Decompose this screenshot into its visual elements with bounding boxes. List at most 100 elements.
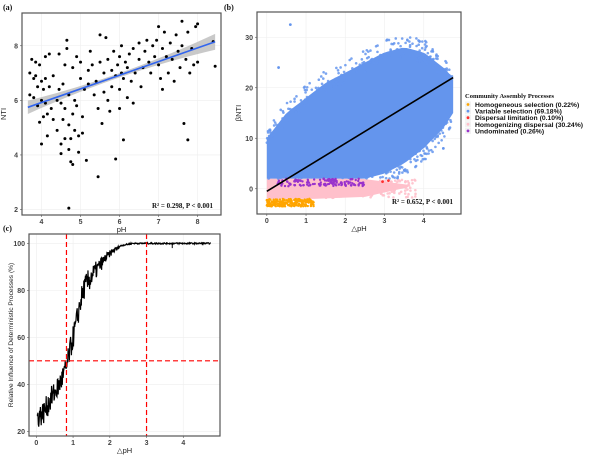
homogenizing-dispersal-point — [414, 188, 417, 192]
variable-selection-point — [288, 23, 292, 27]
data-point — [182, 122, 186, 126]
homogenizing-dispersal-point — [370, 194, 373, 197]
data-point — [162, 30, 166, 34]
variable-selection-point — [397, 170, 401, 174]
variable-selection-point — [436, 57, 439, 61]
dispersal-limitation-point — [387, 179, 390, 183]
variable-selection-point — [355, 71, 359, 74]
data-point — [38, 120, 42, 124]
variable-selection-point — [334, 77, 337, 81]
data-point — [28, 93, 32, 97]
y-tick-label: 40 — [17, 382, 25, 389]
data-point — [51, 74, 55, 78]
data-point — [118, 55, 122, 59]
data-point — [96, 175, 100, 179]
data-point — [57, 52, 61, 56]
homogenizing-dispersal-point — [411, 181, 414, 185]
variable-selection-point — [326, 79, 330, 83]
homogenizing-dispersal-point — [369, 187, 372, 191]
plot-background — [29, 234, 220, 436]
panel-a: R² = 0.298, P < 0.001 4 5 6 7 8 2 4 6 8 pH NTI (a) — [0, 3, 222, 234]
x-axis-title: △pH — [351, 224, 366, 233]
data-point — [71, 112, 75, 116]
data-point — [36, 85, 40, 89]
variable-selection-point — [418, 49, 421, 52]
homogeneous-selection-point — [309, 204, 313, 208]
x-axis-title: pH — [117, 225, 127, 234]
data-point — [129, 79, 133, 83]
homogenizing-dispersal-point — [348, 192, 351, 196]
undominated-point — [334, 177, 337, 181]
variable-selection-point — [437, 70, 441, 74]
data-point — [188, 71, 192, 75]
undominated-point — [357, 183, 360, 186]
homogenizing-dispersal-point — [374, 187, 378, 191]
homogeneous-selection-point — [305, 200, 308, 203]
x-tick-label: 4 — [422, 218, 426, 225]
homogenizing-dispersal-point — [392, 189, 396, 193]
y-tick-label: 100 — [13, 241, 25, 248]
data-point — [40, 98, 44, 102]
data-point — [65, 38, 69, 42]
variable-selection-point — [361, 50, 365, 53]
data-point — [116, 63, 120, 67]
data-point — [121, 138, 125, 142]
homogenizing-dispersal-point — [397, 178, 400, 182]
data-point — [40, 142, 44, 146]
variable-selection-point — [394, 37, 398, 40]
homogenizing-dispersal-point — [404, 186, 407, 189]
homogenizing-dispersal-point — [355, 189, 359, 192]
data-point — [71, 66, 75, 70]
variable-selection-point — [339, 66, 342, 69]
homogenizing-dispersal-point — [413, 178, 416, 182]
variable-selection-point — [384, 176, 388, 180]
variable-selection-point — [409, 157, 412, 161]
homogenizing-dispersal-point — [331, 189, 334, 192]
variable-selection-point — [364, 52, 367, 56]
variable-selection-point — [279, 108, 283, 112]
homogeneous-selection-point — [308, 197, 311, 201]
x-tick-label: 6 — [118, 219, 122, 226]
homogenizing-dispersal-point — [346, 188, 349, 191]
variable-selection-point — [296, 108, 300, 111]
undominated-point — [294, 178, 297, 181]
homogenizing-dispersal-point — [375, 183, 379, 187]
homogenizing-dispersal-point — [403, 192, 407, 195]
data-point — [168, 41, 172, 45]
variable-selection-point — [308, 81, 311, 85]
data-point — [77, 150, 81, 154]
variable-selection-point — [440, 138, 443, 142]
data-point — [86, 82, 90, 86]
data-point — [178, 66, 182, 70]
data-point — [123, 60, 127, 64]
undominated-point — [319, 181, 322, 184]
homogenizing-dispersal-point — [380, 192, 383, 195]
variable-selection-point — [377, 57, 380, 61]
data-point — [36, 104, 40, 108]
y-tick-label: 2 — [14, 207, 18, 214]
y-tick-label: 60 — [17, 335, 25, 342]
data-point — [77, 134, 81, 138]
undominated-point — [337, 183, 341, 186]
x-tick-label: 2 — [108, 440, 112, 447]
undominated-point — [335, 180, 338, 183]
data-point — [106, 57, 110, 61]
variable-selection-point — [397, 41, 400, 45]
variable-selection-point — [440, 69, 444, 73]
homogenizing-dispersal-point — [325, 192, 328, 195]
homogenizing-dispersal-point — [386, 188, 389, 191]
variable-selection-point — [416, 158, 419, 162]
data-point — [59, 152, 63, 156]
homogenizing-dispersal-point — [383, 188, 387, 192]
panel-c: 0 1 2 3 4 20 40 60 80 100 △pH Relative Influence of… — [3, 224, 221, 455]
data-point — [79, 77, 83, 81]
variable-selection-point — [376, 50, 379, 54]
variable-selection-point — [408, 36, 412, 39]
x-tick-label: 3 — [383, 218, 387, 225]
variable-selection-point — [285, 101, 289, 105]
data-point — [121, 77, 125, 81]
variable-selection-point — [334, 80, 338, 84]
y-tick-label: 0 — [249, 186, 253, 193]
x-tick-label: 5 — [79, 219, 83, 226]
variable-selection-point — [303, 104, 306, 107]
